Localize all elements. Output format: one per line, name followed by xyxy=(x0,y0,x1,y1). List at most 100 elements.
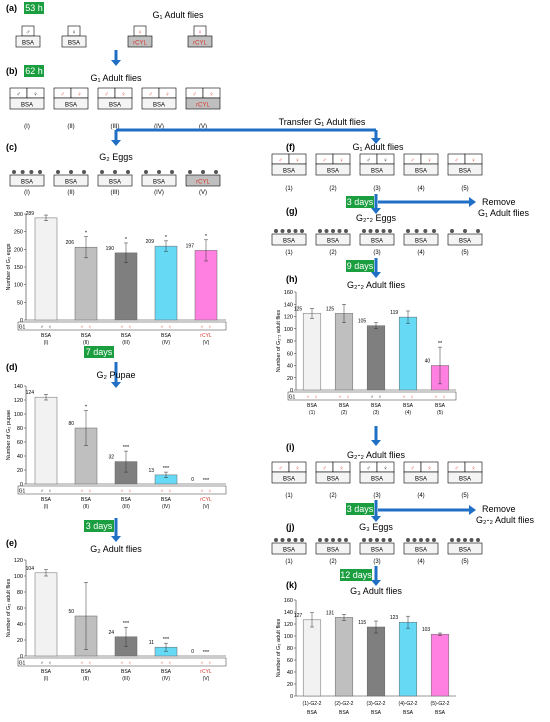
male-symbol: ♂ xyxy=(120,661,124,667)
vial-label: BSA xyxy=(459,548,471,554)
female-symbol: ♀ xyxy=(339,466,344,472)
bar xyxy=(334,617,354,697)
vial-b-4: ♂ ♀ rCYL xyxy=(185,87,221,110)
y-tick-label: 250 xyxy=(14,230,23,236)
data-label: 131 xyxy=(326,610,335,616)
male-symbol: ♂ xyxy=(322,466,327,472)
group-id-label: (5) xyxy=(437,410,443,416)
vial-label: rCYL xyxy=(193,41,207,47)
group-id-label: (2) xyxy=(341,410,347,416)
male-symbol: ♂ xyxy=(40,661,44,667)
vial-box xyxy=(403,163,439,176)
significance-stars: *** xyxy=(123,445,130,451)
egg-dot xyxy=(388,538,392,542)
vial-box xyxy=(97,174,133,187)
egg-dot xyxy=(318,229,322,233)
female-symbol: ♀ xyxy=(346,395,350,401)
y-tick-label: 0 xyxy=(20,654,23,660)
vial-box xyxy=(187,35,213,48)
vial-i-4: ♂ ♀BSA xyxy=(447,461,483,484)
y-tick-label: 150 xyxy=(14,265,23,271)
egg-dot xyxy=(287,229,291,233)
roman-b-2: (III) xyxy=(111,124,120,130)
panel-k-title: G₃ Adult flies xyxy=(350,586,402,596)
badge-3days-2: 3 days xyxy=(347,504,374,514)
group-box-label: BSA xyxy=(121,497,132,503)
y-tick-label: 100 xyxy=(284,327,293,333)
male-symbol: ♂ xyxy=(454,466,459,472)
egg-dot xyxy=(69,170,73,174)
female-symbol: ♀ xyxy=(208,325,212,331)
egg-dot xyxy=(324,229,329,233)
male-symbol: ♂ xyxy=(338,395,342,401)
vial-label: BSA xyxy=(327,169,339,175)
num-j-4: (5) xyxy=(461,559,468,565)
data-label: 0 xyxy=(191,477,194,483)
egg-dot xyxy=(157,170,161,174)
group-box-label: BSA xyxy=(161,497,172,503)
remove2-text1: Remove xyxy=(482,504,516,514)
y-tick-label: 80 xyxy=(17,426,23,432)
female-symbol: ♀ xyxy=(88,325,92,331)
group-id-label: (1) xyxy=(309,410,315,416)
vial-box xyxy=(127,35,153,48)
egg-dot xyxy=(463,229,467,233)
x-tick-label: (5)-G2-2 xyxy=(431,701,450,707)
egg-dot xyxy=(463,538,467,542)
vial-label: BSA xyxy=(327,477,339,483)
panel-f-title: G₁ Adult flies xyxy=(352,142,404,152)
data-label: 197 xyxy=(186,243,195,249)
group-id-label: (II) xyxy=(83,340,89,346)
group-box-label: BSA xyxy=(121,669,132,675)
num-j-2: (3) xyxy=(373,559,380,565)
chart-h: 0 20 40 60 80 100 120 140 160 Number of G₂-₂ adul… xyxy=(276,290,457,416)
egg-dot xyxy=(300,229,304,233)
female-symbol: ♀ xyxy=(339,158,344,164)
bar xyxy=(398,316,418,391)
group-id-label: (II) xyxy=(83,504,89,510)
panel-e-title: G₂ Adult flies xyxy=(90,544,142,554)
male-symbol: ♂ xyxy=(120,489,124,495)
transfer-label: Transfer G₁ Adult flies xyxy=(279,117,366,127)
female-symbol: ♀ xyxy=(88,661,92,667)
data-label: 119 xyxy=(390,310,398,316)
panel-i-label: (i) xyxy=(286,442,295,452)
egg-dot xyxy=(324,538,329,542)
male-symbol: ♂ xyxy=(410,158,415,164)
significance-stars: *** xyxy=(163,637,170,643)
vial-label: BSA xyxy=(68,41,80,47)
female-symbol: ♀ xyxy=(168,489,172,495)
vial-c-2: BSA xyxy=(97,170,133,187)
bar xyxy=(34,396,58,485)
vial-label: BSA xyxy=(327,548,339,554)
roman-c-0: (I) xyxy=(24,190,30,196)
vial-label: BSA xyxy=(109,180,121,186)
num-j-1: (2) xyxy=(329,559,336,565)
egg-dot xyxy=(82,170,86,174)
group-id-label: (V) xyxy=(203,676,210,682)
female-symbol: ♀ xyxy=(121,92,126,98)
vial-f-0: ♂ ♀BSA xyxy=(271,153,307,176)
bar xyxy=(430,633,450,697)
roman-c-2: (III) xyxy=(111,190,120,196)
roman-c-1: (II) xyxy=(67,190,74,196)
male-symbol: ♂ xyxy=(434,395,438,401)
num-i-2: (3) xyxy=(373,493,380,499)
vial-g-3: BSA xyxy=(403,229,439,246)
y-tick-label: 50 xyxy=(17,300,23,306)
panel-b-label: (b) xyxy=(6,66,18,76)
y-tick-label: 60 xyxy=(17,606,23,612)
vial-label: BSA xyxy=(459,239,471,245)
group-box-label: BSA xyxy=(81,333,92,339)
g1-label: G1 xyxy=(19,325,26,331)
num-f-1: (2) xyxy=(329,186,336,192)
data-label: 11 xyxy=(149,640,154,646)
group-box-label: BSA xyxy=(41,497,52,503)
egg-dot xyxy=(29,170,34,174)
y-tick-label: 120 xyxy=(284,622,293,628)
bar xyxy=(154,245,178,321)
vial-label: BSA xyxy=(21,180,33,186)
female-symbol: ♀ xyxy=(427,466,432,472)
female-symbol: ♀ xyxy=(77,92,82,98)
x-tick-label: (4)-G2-2 xyxy=(399,701,418,707)
